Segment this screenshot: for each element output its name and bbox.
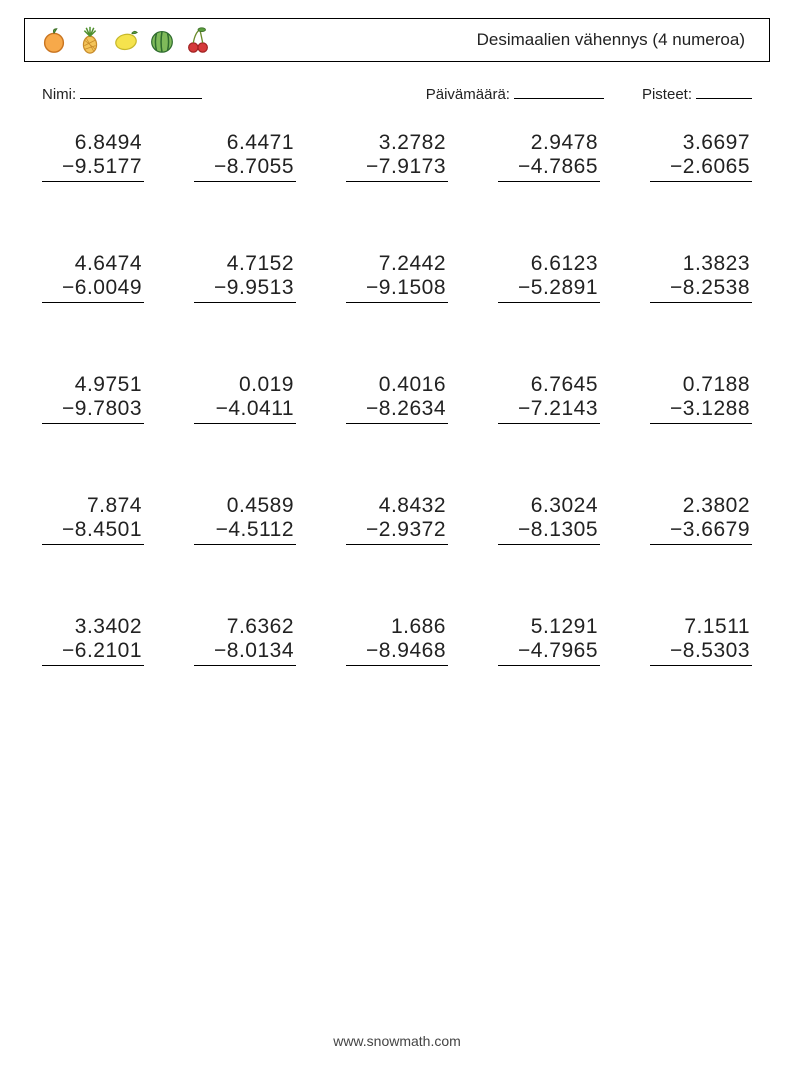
problem-top: 1.686 [346, 615, 448, 639]
problem-bottom: −9.5177 [42, 155, 144, 182]
problem-bottom: −2.6065 [650, 155, 752, 182]
problem: 2.3802−3.6679 [650, 494, 752, 545]
footer-url: www.snowmath.com [0, 1033, 794, 1049]
problem: 7.874−8.4501 [42, 494, 144, 545]
problem-bottom: −2.9372 [346, 518, 448, 545]
date-line [514, 84, 604, 99]
score-label: Pisteet: [642, 86, 692, 103]
problem: 4.7152−9.9513 [194, 252, 296, 303]
name-line [80, 84, 202, 99]
cherries-icon [183, 25, 213, 55]
problem-bottom: −8.9468 [346, 639, 448, 666]
problem: 0.7188−3.1288 [650, 373, 752, 424]
problem: 5.1291−4.7965 [498, 615, 600, 666]
problem: 4.8432−2.9372 [346, 494, 448, 545]
problem: 0.4589−4.5112 [194, 494, 296, 545]
problem-bottom: −8.0134 [194, 639, 296, 666]
problem-top: 0.7188 [650, 373, 752, 397]
fruit-icons [39, 25, 213, 55]
problem: 6.7645−7.2143 [498, 373, 600, 424]
problem-top: 0.4016 [346, 373, 448, 397]
problem-bottom: −8.5303 [650, 639, 752, 666]
problem-top: 5.1291 [498, 615, 600, 639]
lemon-icon [111, 25, 141, 55]
problem-top: 6.6123 [498, 252, 600, 276]
problem-bottom: −9.7803 [42, 397, 144, 424]
problem: 6.3024−8.1305 [498, 494, 600, 545]
problem-bottom: −4.0411 [194, 397, 296, 424]
problem-bottom: −4.7865 [498, 155, 600, 182]
problem-bottom: −4.5112 [194, 518, 296, 545]
problem-bottom: −9.9513 [194, 276, 296, 303]
problems-grid: 6.8494−9.5177 6.4471−8.7055 3.2782−7.9173 2… [42, 131, 752, 666]
meta-spacer [240, 84, 388, 103]
problem: 6.4471−8.7055 [194, 131, 296, 182]
date-field: Päivämäärä: [426, 84, 604, 103]
problem-top: 0.4589 [194, 494, 296, 518]
problem-bottom: −9.1508 [346, 276, 448, 303]
problem-bottom: −3.1288 [650, 397, 752, 424]
problem-top: 4.8432 [346, 494, 448, 518]
problem-bottom: −4.7965 [498, 639, 600, 666]
problem-bottom: −8.4501 [42, 518, 144, 545]
problem-top: 7.1511 [650, 615, 752, 639]
problem-top: 4.7152 [194, 252, 296, 276]
problem-top: 3.2782 [346, 131, 448, 155]
orange-icon [39, 25, 69, 55]
problem-top: 0.019 [194, 373, 296, 397]
problem: 0.019−4.0411 [194, 373, 296, 424]
problem: 6.8494−9.5177 [42, 131, 144, 182]
problem-bottom: −5.2891 [498, 276, 600, 303]
problem: 2.9478−4.7865 [498, 131, 600, 182]
score-line [696, 84, 752, 99]
problem-top: 7.2442 [346, 252, 448, 276]
problem: 3.6697−2.6065 [650, 131, 752, 182]
problem: 4.6474−6.0049 [42, 252, 144, 303]
problem: 3.3402−6.2101 [42, 615, 144, 666]
problem: 6.6123−5.2891 [498, 252, 600, 303]
problem-bottom: −8.2634 [346, 397, 448, 424]
problem-top: 2.9478 [498, 131, 600, 155]
problem-top: 4.9751 [42, 373, 144, 397]
problem: 1.686−8.9468 [346, 615, 448, 666]
problem-top: 1.3823 [650, 252, 752, 276]
problem-top: 6.8494 [42, 131, 144, 155]
problem-bottom: −8.7055 [194, 155, 296, 182]
problem-top: 3.3402 [42, 615, 144, 639]
problem: 4.9751−9.7803 [42, 373, 144, 424]
problem-bottom: −6.0049 [42, 276, 144, 303]
problem-top: 6.3024 [498, 494, 600, 518]
worksheet-title: Desimaalien vähennys (4 numeroa) [477, 30, 755, 50]
problem: 7.2442−9.1508 [346, 252, 448, 303]
name-label: Nimi: [42, 86, 76, 103]
meta-row: Nimi: Päivämäärä: Pisteet: [42, 84, 752, 103]
date-label: Päivämäärä: [426, 86, 510, 103]
pineapple-icon [75, 25, 105, 55]
problem-bottom: −3.6679 [650, 518, 752, 545]
problem-top: 4.6474 [42, 252, 144, 276]
problem-top: 2.3802 [650, 494, 752, 518]
problem: 0.4016−8.2634 [346, 373, 448, 424]
header-box: Desimaalien vähennys (4 numeroa) [24, 18, 770, 62]
problem-bottom: −6.2101 [42, 639, 144, 666]
problem-top: 6.4471 [194, 131, 296, 155]
problem-top: 6.7645 [498, 373, 600, 397]
name-field: Nimi: [42, 84, 202, 103]
problem-bottom: −7.2143 [498, 397, 600, 424]
problem-bottom: −8.1305 [498, 518, 600, 545]
problem-top: 7.6362 [194, 615, 296, 639]
problem: 7.6362−8.0134 [194, 615, 296, 666]
problem: 3.2782−7.9173 [346, 131, 448, 182]
problem-top: 3.6697 [650, 131, 752, 155]
problem-top: 7.874 [42, 494, 144, 518]
problem: 7.1511−8.5303 [650, 615, 752, 666]
watermelon-icon [147, 25, 177, 55]
problem-bottom: −8.2538 [650, 276, 752, 303]
score-field: Pisteet: [642, 84, 752, 103]
problem-bottom: −7.9173 [346, 155, 448, 182]
problem: 1.3823−8.2538 [650, 252, 752, 303]
